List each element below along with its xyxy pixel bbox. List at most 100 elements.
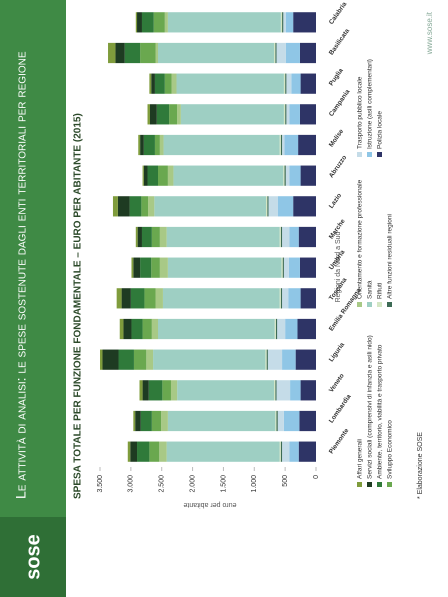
legend-label: Servizi sociali (comprensivi di infanzia…: [367, 335, 374, 479]
bar-segment: [119, 318, 124, 340]
bar-segment: [177, 104, 181, 125]
bar-segment: [298, 134, 316, 156]
bar-segment: [108, 42, 116, 64]
bar-segment: [300, 380, 317, 401]
bar-segment: [283, 165, 285, 186]
chart-title: SPESA TOTALE PER FUNZIONE FONDAMENTALE –…: [73, 113, 84, 499]
x-tick-label: Liguria: [328, 341, 346, 363]
logo: sose: [22, 534, 44, 580]
legend-swatch: [377, 302, 382, 307]
bar-segment: [275, 380, 277, 401]
bar-segment: [274, 318, 276, 340]
y-tick-label: 1.000: [251, 475, 258, 493]
bar-segment: [153, 12, 165, 33]
bar-segment: [164, 12, 168, 33]
bar-segment: [280, 226, 283, 248]
bar-segment: [138, 134, 141, 156]
bar-segment: [279, 288, 281, 309]
footnote: * Elaborazione SOSE: [417, 432, 424, 499]
bar-segment: [282, 226, 290, 248]
bar-segment: [140, 134, 144, 156]
legend-swatch: [367, 302, 372, 307]
bar-segment: [282, 134, 285, 156]
bar-segment: [286, 73, 292, 94]
bar-segment: [274, 42, 276, 64]
bar-segment: [155, 288, 163, 309]
bar-segment: [142, 380, 149, 401]
bar-segment: [275, 410, 277, 432]
bar-segment: [127, 441, 131, 462]
bar-segment: [143, 134, 155, 156]
bar-segment: [282, 257, 284, 278]
bar-segment: [115, 42, 125, 64]
bar-segment: [274, 380, 276, 401]
bar-segment: [291, 73, 301, 94]
legend-swatch: [377, 482, 382, 487]
bar-segment: [289, 441, 299, 462]
bar-segment: [151, 318, 159, 340]
bar-segment: [124, 42, 141, 64]
bar-segment: [163, 134, 280, 156]
bar-segment: [149, 441, 160, 462]
x-tick-label: Piemonte: [328, 427, 351, 455]
y-tick-label: 0: [313, 475, 320, 479]
bar-segment: [159, 134, 164, 156]
bar-segment: [295, 349, 316, 370]
x-tick-label: Veneto: [328, 372, 346, 393]
bar-segment: [141, 196, 149, 217]
legend-swatch: [387, 482, 392, 487]
y-axis-label: euro per abitante: [183, 501, 236, 508]
x-tick-label: Campania: [328, 88, 352, 118]
bar-segment: [169, 104, 178, 125]
bar-segment: [159, 226, 167, 248]
legend-label: Istruzione (asili complementari): [367, 59, 374, 149]
bar-segment: [139, 380, 143, 401]
legend-label: Ambiente, territorio, viabilità e traspo…: [377, 344, 384, 479]
bar-segment: [265, 349, 267, 370]
bar-segment: [284, 134, 299, 156]
bar-segment: [159, 441, 167, 462]
url: www.sose.it: [425, 11, 434, 55]
bar-segment: [277, 318, 286, 340]
legend-label: Sviluppo Economico: [387, 420, 394, 479]
bar-segment: [121, 288, 131, 309]
bar-segment: [298, 441, 317, 462]
bar-segment: [275, 318, 278, 340]
bar-segment: [133, 257, 141, 278]
bar-segment: [161, 410, 168, 432]
x-tick-label: Lombardia: [328, 393, 353, 425]
bar-segment: [151, 257, 160, 278]
bar-segment: [280, 12, 283, 33]
bar-segment: [131, 257, 134, 278]
legend-label: Altre funzioni residuali regioni: [387, 214, 394, 299]
bar-segment: [283, 12, 286, 33]
bar-segment: [276, 42, 286, 64]
bar-segment: [299, 104, 316, 125]
bar-segment: [177, 380, 275, 401]
x-tick-label: Lazio: [328, 192, 343, 210]
legend-label: Polizia locale: [377, 111, 384, 149]
bar-segment: [146, 349, 154, 370]
bar-segment: [283, 257, 289, 278]
bar-segment: [288, 288, 301, 309]
bar-segment: [285, 318, 298, 340]
header-band: [0, 0, 66, 597]
bar-segment: [283, 104, 286, 125]
bar-segment: [140, 42, 156, 64]
bar-segment: [282, 349, 296, 370]
bar-segment: [141, 12, 154, 33]
bar-segment: [137, 441, 150, 462]
bar-segment: [140, 257, 152, 278]
bar-segment: [267, 349, 283, 370]
bar-segment: [170, 380, 178, 401]
legend-swatch: [357, 302, 362, 307]
y-tick-label: 1.500: [220, 475, 227, 493]
bar-segment: [135, 226, 138, 248]
bar-segment: [281, 257, 283, 278]
bar-segment: [279, 441, 281, 462]
bar-segment: [275, 42, 277, 64]
y-tick-label: 3.500: [97, 475, 104, 493]
bar-segment: [131, 318, 143, 340]
